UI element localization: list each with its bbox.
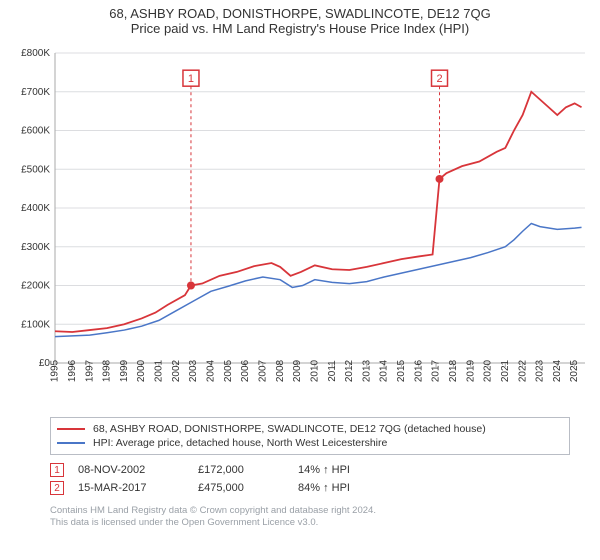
series-property [55,92,582,332]
x-tick-label: 2002 [171,359,182,382]
y-tick-label: £700K [21,87,50,98]
sale-event-price: £475,000 [198,482,298,494]
x-tick-label: 2006 [240,359,251,382]
x-tick-label: 2017 [431,359,442,382]
sale-event-row: 2 15-MAR-2017£475,00084% ↑ HPI [50,479,570,497]
x-tick-label: 2023 [535,359,546,382]
sale-dot [187,282,195,290]
x-tick-label: 1997 [84,359,95,382]
sale-event-price: £172,000 [198,464,298,476]
x-tick-label: 2009 [292,359,303,382]
x-tick-label: 2018 [448,359,459,382]
series-hpi [55,224,582,337]
sale-event-date: 15-MAR-2017 [78,482,198,494]
sale-event-marker: 2 [50,481,64,495]
legend-item: HPI: Average price, detached house, Nort… [57,436,563,450]
x-tick-label: 2008 [275,359,286,382]
x-tick-label: 2012 [344,359,355,382]
x-tick-label: 2000 [136,359,147,382]
price-chart: £0£100K£200K£300K£400K£500K£600K£700K£80… [10,43,590,413]
x-tick-label: 2014 [379,359,390,382]
chart-svg: £0£100K£200K£300K£400K£500K£600K£700K£80… [10,43,590,413]
legend-item: 68, ASHBY ROAD, DONISTHORPE, SWADLINCOTE… [57,422,563,436]
legend-swatch [57,442,85,444]
sale-event-delta: 84% ↑ HPI [298,482,388,494]
page-title-sub: Price paid vs. HM Land Registry's House … [0,21,600,36]
y-tick-label: £100K [21,319,50,330]
x-tick-label: 2022 [517,359,528,382]
y-tick-label: £500K [21,164,50,175]
sale-event-marker: 1 [50,463,64,477]
sale-marker-number: 2 [436,73,442,85]
y-tick-label: £600K [21,126,50,137]
x-tick-label: 2011 [327,360,338,382]
x-tick-label: 2007 [257,359,268,382]
x-tick-label: 2003 [188,359,199,382]
footer-line-2: This data is licensed under the Open Gov… [50,517,570,529]
x-tick-label: 1995 [50,359,61,382]
x-tick-label: 2021 [500,359,511,382]
y-tick-label: £400K [21,203,50,214]
y-tick-label: £300K [21,242,50,253]
sale-event-row: 1 08-NOV-2002£172,00014% ↑ HPI [50,461,570,479]
footer-attribution: Contains HM Land Registry data © Crown c… [50,505,570,530]
sale-dot [436,175,444,183]
sale-event-delta: 14% ↑ HPI [298,464,388,476]
x-tick-label: 2025 [569,359,580,382]
sale-marker-number: 1 [188,73,194,85]
x-tick-label: 2004 [206,359,217,382]
x-tick-label: 2015 [396,359,407,382]
x-tick-label: 2019 [465,359,476,382]
legend: 68, ASHBY ROAD, DONISTHORPE, SWADLINCOTE… [50,417,570,455]
page-title-address: 68, ASHBY ROAD, DONISTHORPE, SWADLINCOTE… [0,6,600,21]
x-tick-label: 2024 [552,359,563,382]
x-tick-label: 1996 [67,359,78,382]
legend-label: 68, ASHBY ROAD, DONISTHORPE, SWADLINCOTE… [93,423,486,435]
x-tick-label: 2020 [483,359,494,382]
x-tick-label: 2010 [309,359,320,382]
y-tick-label: £200K [21,281,50,292]
x-tick-label: 2016 [413,359,424,382]
legend-label: HPI: Average price, detached house, Nort… [93,437,387,449]
x-tick-label: 2001 [154,359,165,382]
sale-events: 1 08-NOV-2002£172,00014% ↑ HPI 2 15-MAR-201… [50,461,570,497]
y-tick-label: £800K [21,48,50,59]
x-tick-label: 1998 [102,359,113,382]
legend-swatch [57,428,85,430]
x-tick-label: 2005 [223,359,234,382]
x-tick-label: 2013 [361,359,372,382]
x-tick-label: 1999 [119,359,130,382]
footer-line-1: Contains HM Land Registry data © Crown c… [50,505,570,517]
sale-event-date: 08-NOV-2002 [78,464,198,476]
